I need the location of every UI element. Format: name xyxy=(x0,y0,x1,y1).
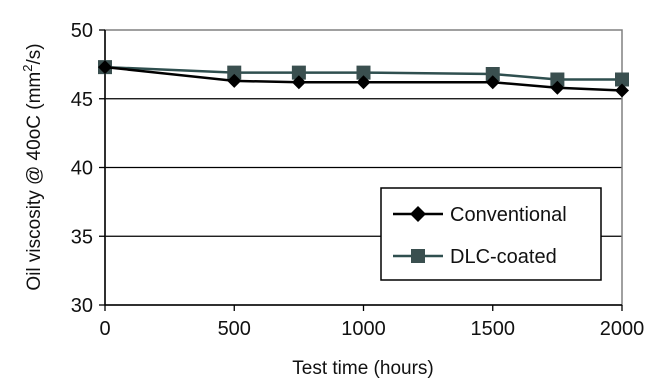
legend-label-conventional: Conventional xyxy=(450,204,567,226)
y-tick-label-45: 45 xyxy=(71,89,93,111)
legend: Conventional DLC-coated xyxy=(380,187,602,281)
y-tick-label-35: 35 xyxy=(71,226,93,248)
point-conventional-500 xyxy=(227,73,242,88)
y-tick-label-40: 40 xyxy=(71,158,93,180)
y-axis-title-main: Oil viscosity @ 40oC (mm xyxy=(24,72,45,291)
legend-box xyxy=(380,187,602,281)
y-tick-label-50: 50 xyxy=(71,20,93,42)
series-layer xyxy=(98,60,629,98)
x-tick-labels: 0 500 1000 1500 2000 xyxy=(99,318,644,340)
point-dlc-coated-1750 xyxy=(550,72,565,87)
legend-label-dlc: DLC-coated xyxy=(450,246,557,268)
y-axis-title-end: /s) xyxy=(24,43,45,64)
point-conventional-0 xyxy=(98,60,112,75)
point-conventional-1500 xyxy=(485,75,500,90)
legend-marker-dlc xyxy=(411,249,425,263)
legend-marker-conventional xyxy=(410,206,426,222)
point-conventional-1000 xyxy=(356,75,371,90)
point-dlc-coated-1000 xyxy=(356,65,371,80)
point-conventional-2000 xyxy=(615,83,629,98)
y-tick-label-30: 30 xyxy=(71,295,93,317)
axes xyxy=(99,29,623,311)
point-dlc-coated-750 xyxy=(291,65,306,80)
x-tick-label-1000: 1000 xyxy=(341,318,386,340)
x-tick-label-1500: 1500 xyxy=(471,318,516,340)
point-conventional-750 xyxy=(291,75,306,90)
y-axis-title-superscript: 2 xyxy=(20,65,35,72)
y-axis-title: Oil viscosity @ 40oC (mm2/s) xyxy=(20,43,45,290)
y-tick-labels: 30 35 40 45 50 xyxy=(71,20,93,317)
point-dlc-coated-2000 xyxy=(615,72,629,87)
point-conventional-1750 xyxy=(550,80,565,95)
x-tick-label-500: 500 xyxy=(218,318,251,340)
point-dlc-coated-1500 xyxy=(485,67,500,81)
x-axis-title: Test time (hours) xyxy=(292,358,433,379)
x-tick-label-2000: 2000 xyxy=(600,318,645,340)
point-dlc-coated-500 xyxy=(227,65,242,80)
x-tick-label-0: 0 xyxy=(99,318,110,340)
